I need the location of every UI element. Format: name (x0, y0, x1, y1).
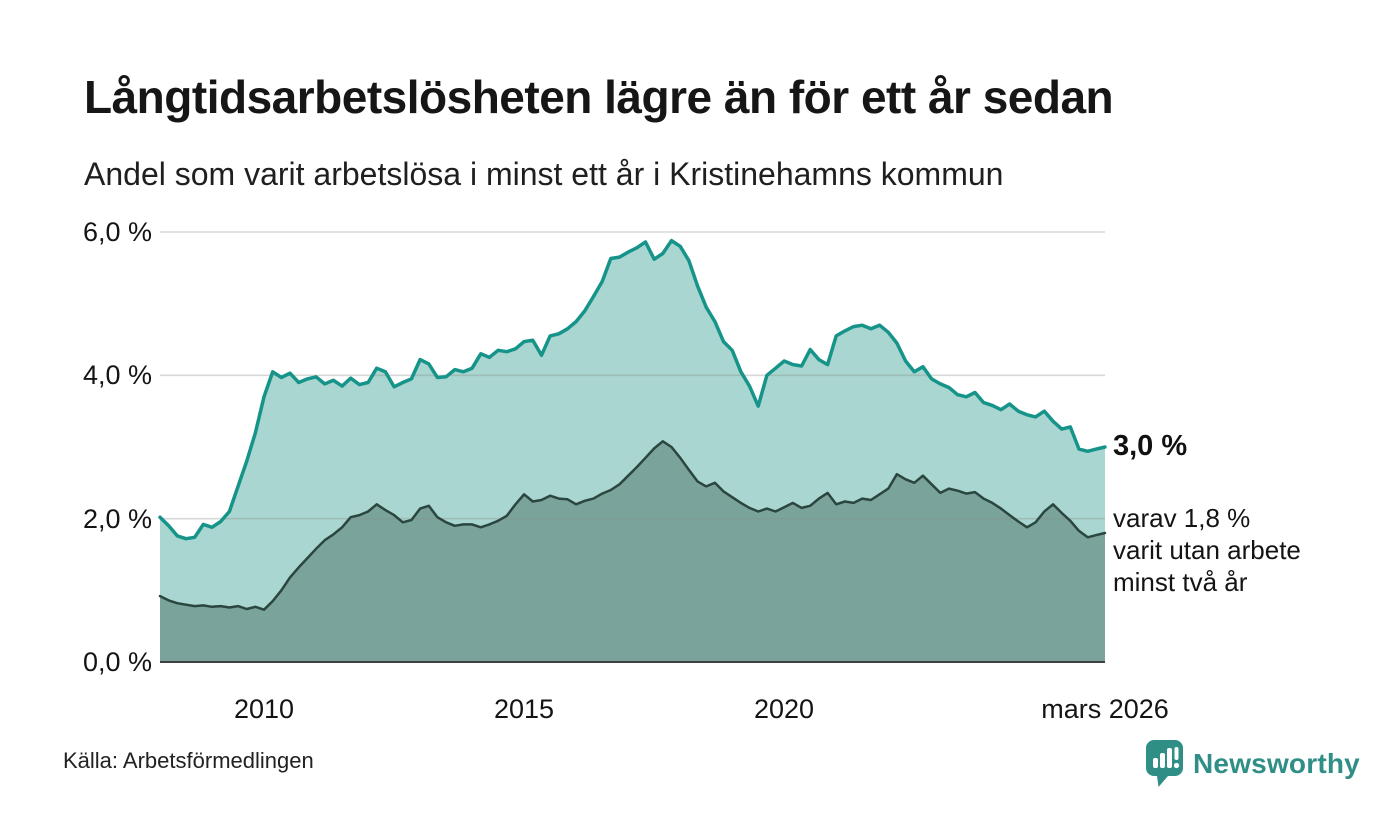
secondary-annotation-line-3: minst två år (1113, 567, 1248, 597)
newsworthy-logo-icon (1146, 740, 1183, 787)
y-tick-label-2: 2,0 % (82, 504, 152, 534)
logo-exclamation-dot (1173, 762, 1180, 769)
page-subtitle: Andel som varit arbetslösa i minst ett å… (84, 156, 1004, 192)
series-line-at-least-one-year (158, 238, 1107, 541)
x-tick-label-2010: 2010 (233, 694, 295, 724)
gridlines (160, 231, 1105, 520)
secondary-annotation-line-1: varav 1,8 % (1113, 503, 1251, 533)
secondary-annotation: varav 1,8 % varit utan arbete minst två … (1113, 502, 1301, 598)
y-tick-label-6: 6,0 % (82, 217, 152, 247)
y-tick-label-4: 4,0 % (82, 360, 152, 390)
x-tick-label-2020: 2020 (753, 694, 815, 724)
logo-exclamation-stroke (1174, 747, 1179, 760)
logo-bar-1 (1153, 758, 1158, 768)
logo-bar-2 (1160, 753, 1165, 768)
newsworthy-wordmark: Newsworthy (1193, 747, 1360, 779)
source-note: Källa: Arbetsförmedlingen (63, 748, 314, 773)
series-line-at-least-two-years (158, 440, 1107, 611)
secondary-annotation-line-2: varit utan arbete (1113, 535, 1301, 565)
x-tick-label-2015: 2015 (493, 694, 555, 724)
y-tick-label-0: 0,0 % (82, 647, 152, 677)
logo-bar-3 (1167, 748, 1172, 768)
area-fill-at-least-two-years (160, 441, 1105, 662)
latest-value-label: 3,0 % (1113, 430, 1188, 462)
newsworthy-logo: Newsworthy (1146, 740, 1360, 787)
page-title: Långtidsarbetslösheten lägre än för ett … (84, 71, 1114, 123)
x-tick-label-mars-2026: mars 2026 (1041, 694, 1169, 724)
